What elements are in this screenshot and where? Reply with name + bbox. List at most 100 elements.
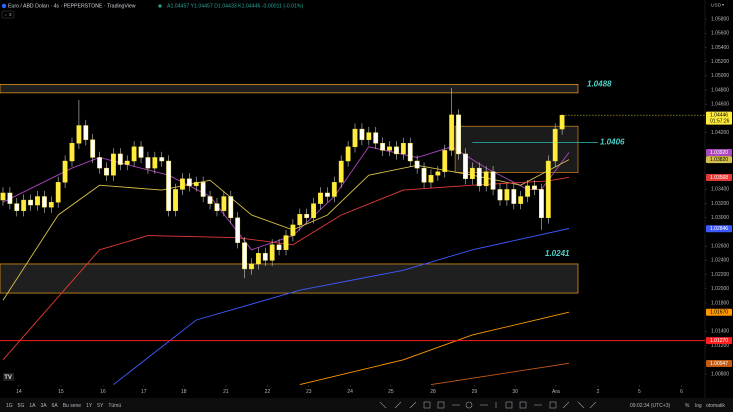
clock: 09:02:34 (UTC+3)	[630, 403, 670, 409]
y-tick-label: 1.02600	[711, 244, 729, 250]
auto-toggle[interactable]: otomatik	[706, 403, 725, 409]
y-tick-label: 1.04200	[711, 130, 729, 136]
tool-circle[interactable]	[465, 401, 473, 409]
candle-body	[325, 192, 330, 197]
moving-average	[299, 311, 570, 386]
candle-body	[28, 199, 33, 206]
candle-body	[366, 132, 372, 140]
y-tick-label: 1.05600	[711, 31, 729, 37]
candle-body	[297, 214, 303, 226]
bottom-toolbar: 09:02:34 (UTC+3) % log otomatik 1G 5G 1A 3A…	[6, 401, 725, 409]
x-tick-label: 17	[141, 389, 147, 395]
x-tick-label: 6	[680, 389, 683, 395]
y-tick-label: 1.05400	[711, 45, 729, 51]
range-button[interactable]: Bu sene	[63, 403, 82, 409]
indicators-count: 3	[9, 12, 12, 17]
candle-body	[145, 157, 151, 169]
candle-body	[69, 143, 75, 162]
range-button[interactable]: 1A	[29, 403, 36, 409]
x-tick-label: 18	[181, 389, 187, 395]
x-tick-label: 25	[388, 389, 394, 395]
price-tag-label: 1.04446	[710, 112, 728, 118]
candle-body	[428, 175, 434, 183]
range-button[interactable]: 5Y	[97, 403, 104, 409]
tool-brush[interactable]	[549, 401, 557, 409]
range-button[interactable]: 3A	[40, 403, 47, 409]
tool-more[interactable]	[589, 401, 597, 409]
level-annotation: 1.0406	[600, 138, 625, 147]
candle-body	[180, 178, 185, 190]
tool-pen[interactable]	[562, 401, 570, 409]
indicators-toggle[interactable]	[1, 10, 15, 19]
symbol-title[interactable]: Euro / ABD Doları · 4s · PEPPERSTONE · T…	[8, 4, 136, 10]
y-tick-label: 1.04800	[711, 87, 729, 93]
price-tag-label: 1.03820	[710, 157, 728, 163]
y-tick-label: 1.01400	[711, 329, 729, 335]
y-tick-label: 1.02200	[711, 272, 729, 278]
candle-body	[138, 146, 144, 158]
drawing-tools	[379, 401, 597, 409]
candle-body	[200, 182, 206, 197]
plot-area: 1.0488 1.0406 1.0241	[0, 79, 705, 386]
candle-body	[359, 128, 365, 140]
candle-body	[290, 224, 296, 236]
tradingview-logo[interactable]: TV	[3, 373, 14, 381]
range-button[interactable]: 1G	[6, 403, 13, 409]
range-button[interactable]: 1Y	[86, 403, 93, 409]
tool-trend[interactable]	[394, 401, 402, 409]
candle-body	[48, 201, 54, 208]
candle-body	[221, 196, 227, 211]
price-tag-label: 1.01670	[710, 310, 728, 316]
candle-body	[55, 182, 61, 203]
candle-body	[456, 114, 461, 155]
candle-body	[394, 146, 399, 155]
level-annotation: 1.0241	[545, 249, 570, 258]
tool-erase[interactable]	[577, 401, 585, 409]
x-tick-label: 30	[512, 389, 518, 395]
x-tick-label: 29	[472, 389, 478, 395]
candle-body	[166, 160, 172, 211]
candle-body	[532, 185, 537, 190]
x-tick-label: 14	[16, 389, 22, 395]
price-tag	[706, 173, 732, 181]
candle-body	[214, 203, 220, 211]
range-button[interactable]: Tümü	[108, 403, 121, 409]
candle-body	[276, 244, 282, 250]
candle-body	[538, 189, 544, 219]
range-button[interactable]: 6A	[52, 403, 59, 409]
candle-body	[421, 167, 427, 183]
log-toggle[interactable]: log	[695, 403, 702, 409]
y-tick-label: 1.02400	[711, 258, 729, 264]
y-tick-label: 1.05200	[711, 59, 729, 65]
tool-text[interactable]	[519, 401, 527, 409]
candle-body	[449, 114, 455, 151]
y-tick-label: 1.01200	[711, 343, 729, 349]
tool-rect2[interactable]	[437, 401, 445, 409]
y-tick-label: 1.03200	[711, 201, 729, 207]
candle-body	[207, 196, 213, 204]
candle-body	[352, 128, 358, 148]
zone	[0, 83, 579, 94]
tool-ray[interactable]	[409, 401, 417, 409]
moving-average	[430, 362, 570, 386]
candle-body	[345, 146, 351, 162]
percent-toggle[interactable]: %	[685, 403, 690, 409]
x-tick-label: 15	[58, 389, 64, 395]
candle-body	[235, 217, 241, 243]
tool-measure[interactable]	[505, 401, 513, 409]
candle-body	[311, 203, 317, 219]
candle-body	[387, 146, 392, 151]
price-tag	[706, 308, 732, 316]
x-tick-label: 24	[347, 389, 353, 395]
y-tick-label: 1.03000	[711, 215, 729, 221]
tool-rect[interactable]	[423, 401, 431, 409]
bottom-bar	[0, 398, 733, 412]
candle-body	[559, 114, 565, 130]
range-button[interactable]: 5G	[18, 403, 25, 409]
currency[interactable]: USD	[711, 2, 722, 8]
candle-body	[111, 153, 116, 176]
candle-body	[124, 160, 130, 165]
candle-body	[407, 143, 413, 162]
tool-cross[interactable]	[379, 401, 387, 409]
